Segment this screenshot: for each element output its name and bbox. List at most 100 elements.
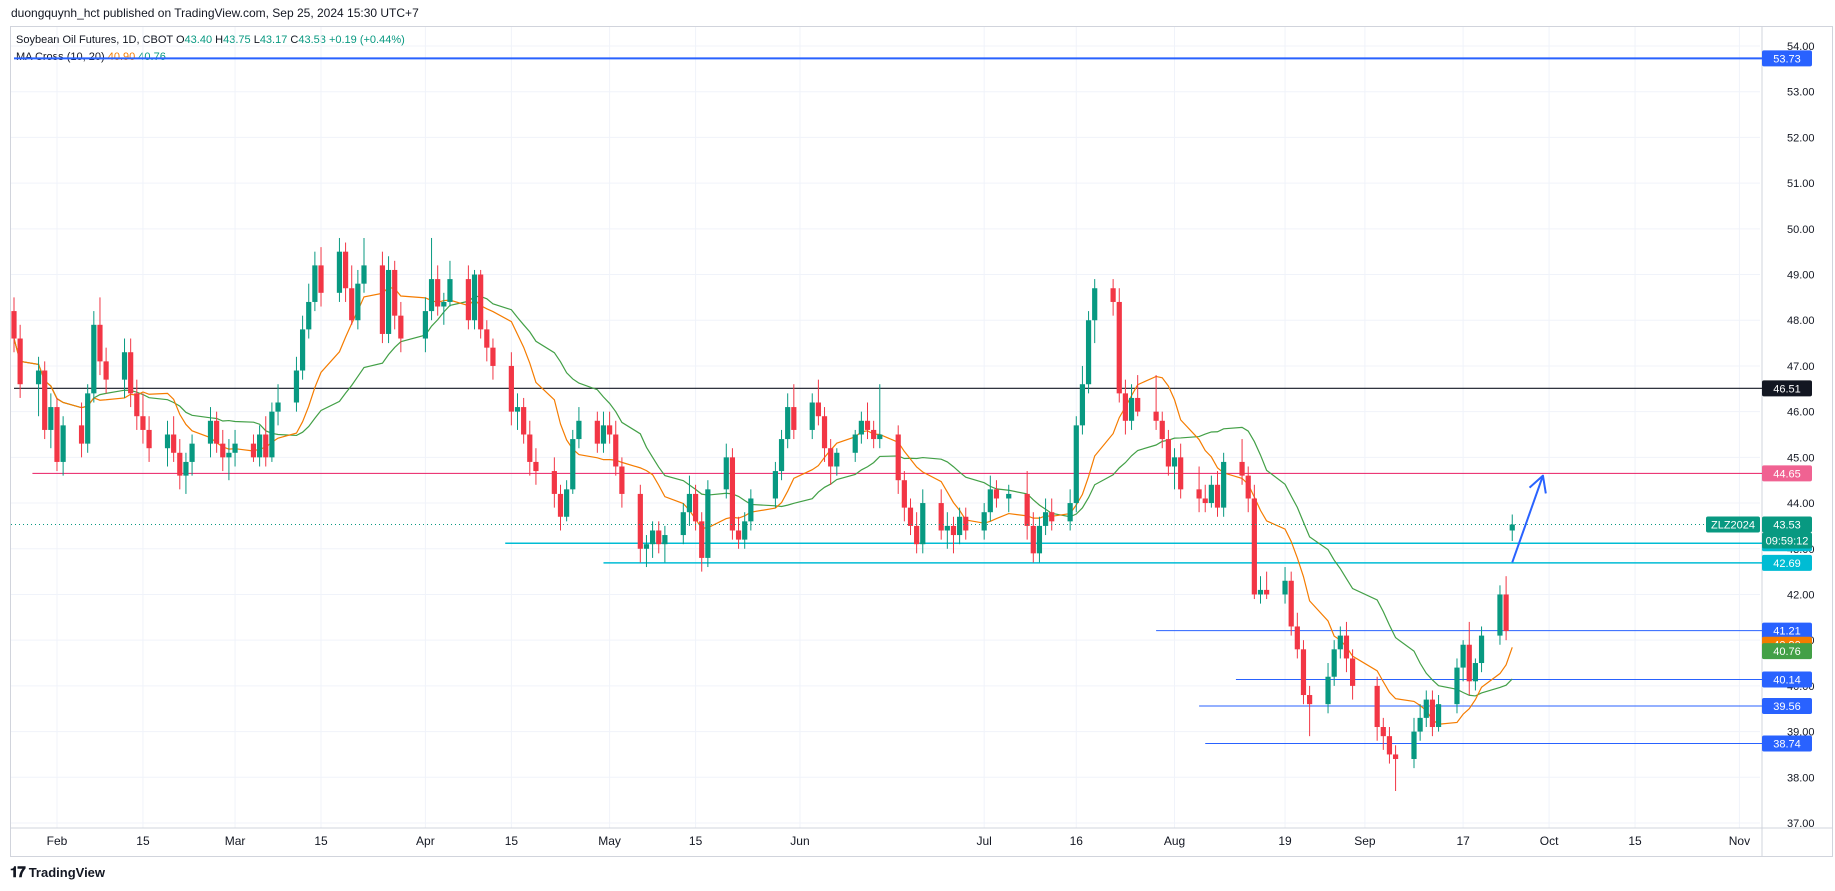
candle	[1282, 567, 1288, 604]
candle-body	[1092, 288, 1098, 321]
candle	[189, 434, 195, 476]
price-axis-tag-bg	[1762, 697, 1812, 714]
candle	[1116, 288, 1122, 403]
footer-brand: 𝟏𝟕 TradingView	[10, 864, 105, 881]
candle-body	[1116, 301, 1122, 394]
price-change: +0.19 (+0.44%)	[328, 34, 405, 46]
candle-body	[1478, 635, 1485, 664]
candle-body	[613, 434, 619, 467]
candle-body	[257, 434, 263, 458]
candle	[570, 429, 576, 494]
candle-body	[1135, 397, 1141, 412]
candle	[791, 384, 797, 440]
candle	[944, 512, 950, 549]
candle	[293, 356, 300, 412]
candle-body	[508, 365, 514, 412]
candle	[471, 269, 478, 330]
x-tick-label: Aug	[1164, 834, 1185, 848]
candle	[299, 315, 306, 380]
candle-body	[600, 425, 607, 444]
price-axis-tag-text: 42.69	[1773, 558, 1801, 570]
symbol-tag: ZLZ2024	[1706, 516, 1760, 533]
candle-body	[465, 279, 471, 321]
x-tick-label: 19	[1278, 834, 1292, 848]
candle	[257, 425, 263, 467]
candle	[619, 457, 625, 508]
candle	[1006, 484, 1012, 513]
candle	[428, 237, 435, 321]
candle-body	[1282, 580, 1288, 595]
candle-body	[1509, 524, 1515, 531]
candle-body	[1307, 695, 1313, 705]
candle	[226, 439, 232, 481]
price-axis-tag-text: 53.73	[1773, 53, 1801, 65]
candle	[121, 338, 128, 398]
candle-body	[901, 480, 907, 508]
candle	[1411, 717, 1417, 769]
candle	[103, 347, 109, 394]
candle	[1085, 311, 1092, 394]
candle	[1429, 690, 1436, 737]
candle-body	[729, 457, 736, 531]
x-tick-label: Nov	[1729, 834, 1750, 848]
price-axis-tag: 44.65	[1762, 465, 1812, 482]
candle	[1435, 695, 1442, 732]
candle	[379, 251, 386, 344]
candle	[662, 525, 668, 563]
candle	[54, 397, 60, 472]
candle	[263, 416, 269, 467]
candle-body	[1153, 411, 1159, 421]
price-axis-tag-text: 38.74	[1773, 738, 1801, 750]
candle-body	[963, 516, 969, 531]
candle	[895, 425, 901, 494]
candle-body	[1460, 644, 1466, 668]
candle-body	[1030, 525, 1036, 554]
candle-body	[349, 288, 355, 321]
candle	[42, 361, 48, 440]
ohlc-close-value: 43.53	[298, 34, 326, 46]
candle	[435, 265, 441, 316]
candle-body	[60, 425, 66, 462]
ohlc-high-key: H	[215, 34, 224, 46]
candle	[686, 475, 693, 526]
x-tick-label: 15	[1628, 834, 1642, 848]
candle	[349, 265, 355, 325]
candle	[478, 269, 484, 339]
price-axis-tag: 42.69	[1762, 554, 1812, 571]
candle	[1128, 384, 1135, 430]
candle	[778, 429, 785, 481]
candle-body	[1202, 498, 1208, 504]
candle-body	[809, 402, 815, 430]
price-axis-tag: 38.74	[1762, 735, 1812, 752]
candle-body	[1251, 498, 1257, 595]
candle	[1110, 279, 1116, 316]
candle-body	[1343, 635, 1350, 659]
candle-body	[686, 493, 693, 513]
countdown-tag: 09:59:12	[1762, 532, 1812, 549]
candle	[484, 320, 490, 362]
candle-body	[490, 347, 496, 366]
candle	[607, 411, 613, 444]
y-tick-label: 53.00	[1787, 87, 1815, 99]
candle-body	[134, 393, 140, 417]
candle-body	[551, 471, 557, 494]
ma-fast-value: 40.90	[107, 51, 136, 63]
candle	[852, 429, 858, 462]
candle	[60, 416, 66, 476]
candle-body	[699, 521, 705, 558]
candle	[1417, 704, 1423, 741]
price-axis-tag: 46.51	[1762, 380, 1812, 397]
candle-body	[484, 329, 490, 348]
candle	[748, 489, 754, 531]
candle	[1202, 484, 1208, 513]
candle	[637, 484, 643, 563]
candle-body	[232, 443, 238, 453]
candle-body	[1221, 461, 1227, 508]
candle-body	[85, 393, 91, 444]
candle-body	[220, 443, 226, 458]
candle	[1478, 626, 1485, 673]
candle-body	[478, 274, 484, 330]
candle-body	[342, 251, 349, 289]
candle	[981, 503, 987, 540]
